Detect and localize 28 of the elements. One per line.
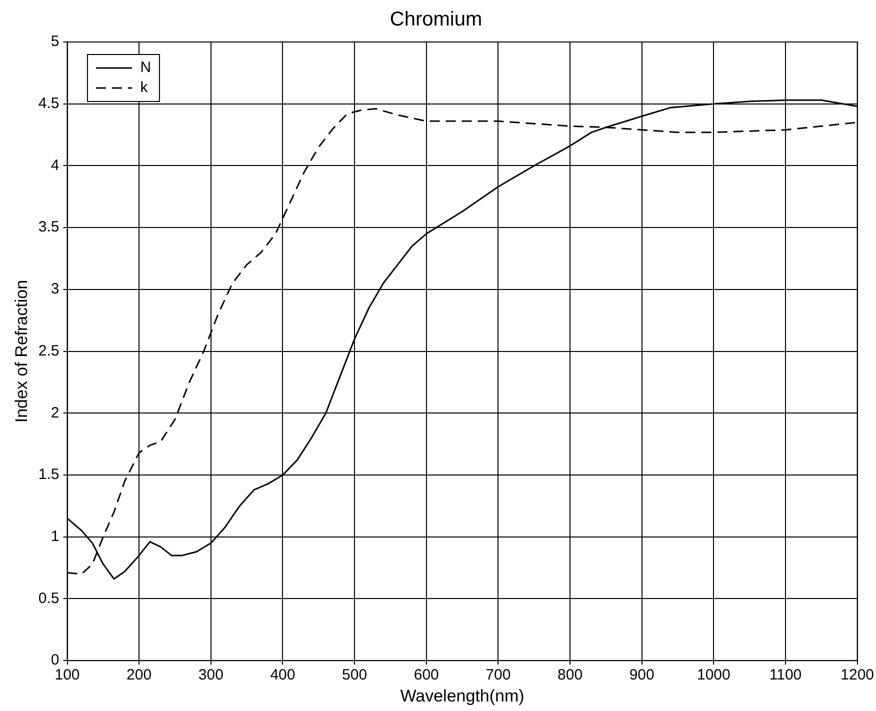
y-tick-label: 4.5 <box>38 95 60 112</box>
legend-label: k <box>140 78 148 98</box>
x-axis-title: Wavelength(nm) <box>400 686 524 706</box>
y-tick-label: 4 <box>50 156 60 174</box>
x-tick-label: 600 <box>414 666 439 684</box>
y-axis-title: Index of Refraction <box>12 280 31 423</box>
y-tick-label: 1 <box>50 528 60 546</box>
x-tick-label: 300 <box>198 666 224 684</box>
y-tick-label: 2 <box>50 404 60 422</box>
x-tick-label: 1000 <box>696 666 730 684</box>
y-tick-label: 2.5 <box>38 342 60 360</box>
y-tick-label: 1.5 <box>38 466 60 484</box>
y-tick-label: 0 <box>50 652 60 669</box>
chart-title: Chromium <box>390 8 482 31</box>
x-tick-label: 400 <box>270 666 296 684</box>
x-tick-label: 700 <box>486 666 511 684</box>
y-tick-label: 5 <box>50 33 60 50</box>
x-tick-label: 500 <box>342 666 368 684</box>
x-tick-label: 900 <box>629 666 654 684</box>
x-tick-label: 800 <box>558 666 583 684</box>
x-tick-label: 100 <box>54 666 80 684</box>
x-tick-label: 200 <box>126 666 152 684</box>
x-tick-label: 1100 <box>769 666 802 684</box>
x-tick-label: 1200 <box>840 666 874 684</box>
y-tick-label: 3.5 <box>38 218 60 236</box>
legend-label: N <box>140 58 152 78</box>
y-tick-label: 3 <box>50 280 60 298</box>
y-tick-label: 0.5 <box>38 590 60 607</box>
